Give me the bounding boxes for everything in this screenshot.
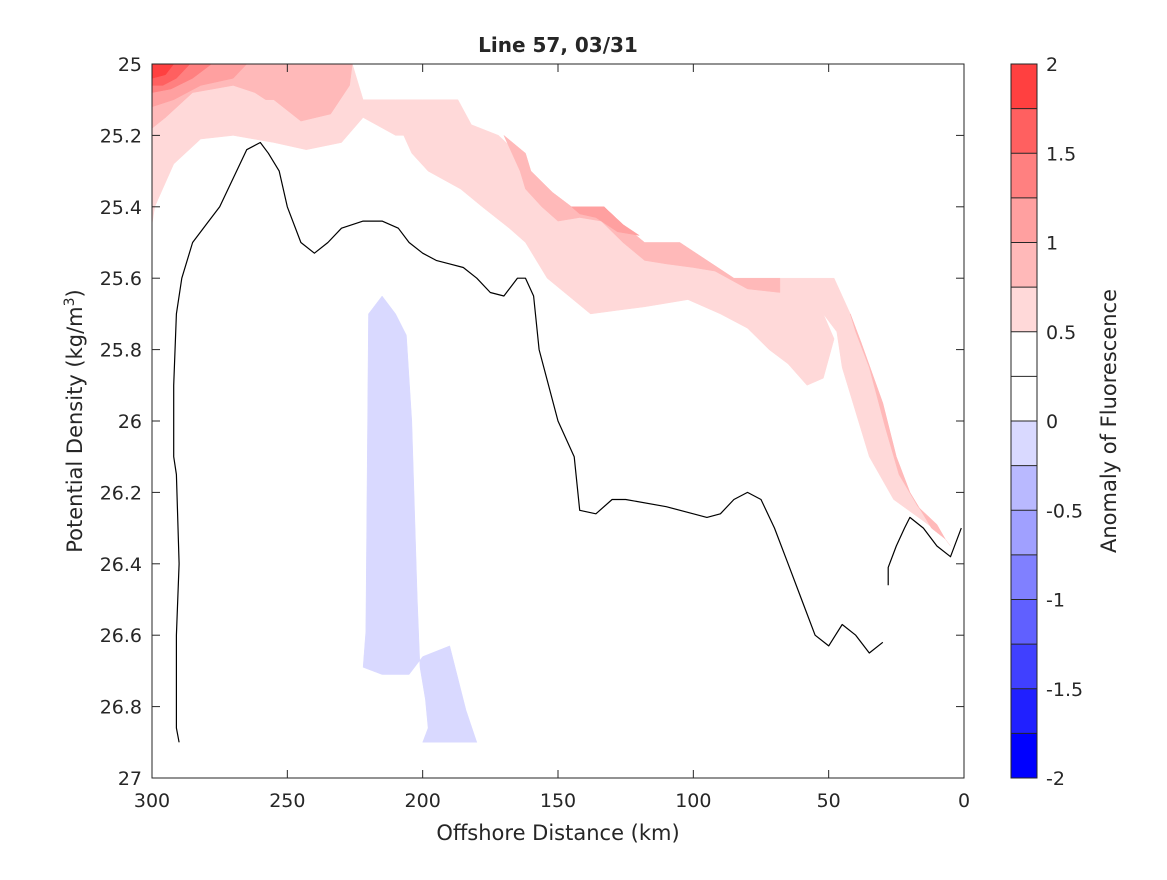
chart-title: Line 57, 03/31 <box>478 33 638 57</box>
colorbar-swatch <box>1011 554 1037 600</box>
contour-fill-layer <box>152 64 951 743</box>
colorbar-swatch <box>1011 733 1037 778</box>
colorbar-swatch <box>1011 64 1037 109</box>
colorbar-swatch <box>1011 242 1037 288</box>
colorbar-tick-label: -1 <box>1046 590 1065 612</box>
colorbar-tick-label: -2 <box>1046 768 1065 790</box>
zero-contour-coastal <box>887 516 962 586</box>
colorbar-swatch <box>1011 465 1037 511</box>
y-axis: 25 25.2 25.4 25.6 25.8 26 26.2 26.4 26.6 26.8 27 <box>100 54 964 790</box>
colorbar-swatch <box>1011 599 1037 645</box>
colorbar-swatch <box>1011 197 1037 243</box>
colorbar-tick-label: 1 <box>1046 233 1058 255</box>
y-tick-label: 25.4 <box>100 197 142 219</box>
y-axis-label-sup: 3 <box>62 297 78 306</box>
colorbar-swatch <box>1011 331 1037 377</box>
contour-line-layer <box>173 141 962 743</box>
colorbar-tick-label: 0.5 <box>1046 322 1076 344</box>
x-tick-label: 100 <box>675 790 711 812</box>
x-tick-label: 150 <box>540 790 576 812</box>
y-tick-label: 26.8 <box>100 697 142 719</box>
y-tick-label: 25 <box>118 54 142 76</box>
colorbar-label: Anomaly of Fluorescence <box>1097 289 1121 553</box>
colorbar-swatch <box>1011 421 1037 466</box>
colorbar-tick-label: -1.5 <box>1046 679 1083 701</box>
y-tick-label: 25.2 <box>100 125 142 147</box>
y-tick-label: 26.4 <box>100 554 142 576</box>
y-axis-label-main: Potential Density (kg/m <box>63 306 87 552</box>
zero-contour-main <box>173 141 884 743</box>
colorbar-swatch <box>1011 153 1037 198</box>
colorbar-tick-label: 1.5 <box>1046 143 1076 165</box>
contour-region-negative-band-0.25 <box>362 295 478 743</box>
x-axis-label: Offshore Distance (km) <box>436 821 679 845</box>
y-axis-label: Potential Density (kg/m3) <box>62 289 87 553</box>
x-tick-label: 50 <box>817 790 841 812</box>
contour-region-positive-band-0.75-east <box>570 206 640 236</box>
colorbar-tick-label: 2 <box>1046 54 1058 76</box>
y-tick-label: 25.6 <box>100 268 142 290</box>
y-axis-label-tail: ) <box>63 289 87 297</box>
x-tick-label: 250 <box>269 790 305 812</box>
colorbar: 2 1.5 1 0.5 0 -0.5 -1 -1.5 -2 <box>1010 54 1083 790</box>
colorbar-tick-label: -0.5 <box>1046 500 1083 522</box>
colorbar-swatch <box>1011 510 1037 555</box>
x-axis: 300 250 200 150 100 50 0 <box>134 64 970 812</box>
y-tick-label: 26.6 <box>100 625 142 647</box>
colorbar-swatch <box>1011 287 1037 332</box>
colorbar-tick-label: 0 <box>1046 411 1058 433</box>
y-tick-label: 25.8 <box>100 340 142 362</box>
x-tick-label: 300 <box>134 790 170 812</box>
contour-region-positive-band-0.5-slope <box>850 313 946 539</box>
colorbar-swatch <box>1011 644 1037 689</box>
colorbar-swatch <box>1011 376 1037 421</box>
x-tick-label: 200 <box>405 790 441 812</box>
x-tick-label: 0 <box>958 790 970 812</box>
colorbar-swatch <box>1011 108 1037 154</box>
y-tick-label: 26.2 <box>100 482 142 504</box>
colorbar-swatch <box>1011 688 1037 734</box>
y-tick-label: 26 <box>118 411 142 433</box>
contour-region-positive-band-1.5 <box>152 64 175 79</box>
y-tick-label: 27 <box>118 768 142 790</box>
colorbar-frame <box>1010 63 1038 779</box>
